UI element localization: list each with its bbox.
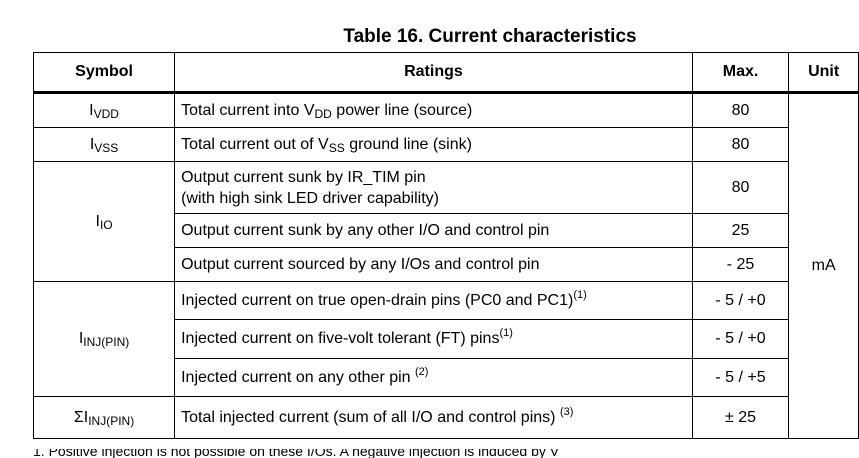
- symbol-cell: ΣIINJ(PIN): [32, 396, 176, 439]
- table-row: ΣIINJ(PIN) Total injected current (sum o…: [32, 396, 859, 439]
- max-cell: 25: [691, 213, 790, 248]
- rating-cell: Injected current on true open-drain pins…: [174, 281, 693, 320]
- rating-cell: Output current sourced by any I/Os and c…: [174, 247, 693, 282]
- table-row: IIO Output current sunk by IR_TIM pin (w…: [32, 161, 859, 282]
- symbol-cell: IVSS: [32, 127, 176, 162]
- unit-cell: mA: [788, 92, 859, 439]
- table-header-row: Symbol Ratings Max. Unit: [32, 52, 859, 94]
- max-cell: 80: [691, 161, 790, 214]
- symbol-cell: IIO: [32, 161, 176, 282]
- header-max: Max.: [691, 52, 790, 94]
- header-unit: Unit: [788, 52, 859, 94]
- rating-cell: Output current sunk by any other I/O and…: [174, 213, 693, 248]
- rating-cell: Total current out of VSS ground line (si…: [174, 127, 693, 162]
- footnote-cutoff: 1. Positive injection is not possible on…: [33, 449, 859, 458]
- symbol-cell: IVDD: [32, 92, 176, 128]
- table-row: Injected current on any other pin (2) - …: [34, 358, 859, 397]
- table-row: Output current sunk by any other I/O and…: [34, 213, 859, 248]
- max-cell: 80: [691, 127, 790, 162]
- header-symbol: Symbol: [32, 52, 176, 94]
- table-row: IINJ(PIN) Injected current on true open-…: [32, 281, 859, 397]
- header-ratings: Ratings: [174, 52, 693, 94]
- rating-cell: Total injected current (sum of all I/O a…: [174, 396, 693, 439]
- rating-line: Output current sunk by IR_TIM pin: [181, 168, 426, 186]
- table-row: IVDD Total current into VDD power line (…: [32, 92, 859, 439]
- max-cell: - 25: [691, 247, 790, 282]
- table-row: Injected current on five-volt tolerant (…: [34, 319, 859, 359]
- rating-cell: Injected current on any other pin (2): [174, 358, 693, 397]
- max-cell: - 5 / +0: [691, 281, 790, 320]
- max-cell: 80: [691, 92, 790, 128]
- max-cell: - 5 / +0: [691, 319, 790, 359]
- rating-line: (with high sink LED driver capability): [181, 189, 439, 207]
- current-characteristics-table: Symbol Ratings Max. Unit IVDD Total curr…: [32, 52, 859, 439]
- rating-cell: Output current sunk by IR_TIM pin (with …: [174, 161, 693, 214]
- max-cell: ± 25: [691, 396, 790, 439]
- rating-cell: Injected current on five-volt tolerant (…: [174, 319, 693, 359]
- rating-cell: Total current into VDD power line (sourc…: [174, 92, 693, 128]
- table-row: IVSS Total current out of VSS ground lin…: [32, 127, 859, 162]
- footnote-text: 1. Positive injection is not possible on…: [33, 449, 560, 458]
- max-cell: - 5 / +5: [691, 358, 790, 397]
- symbol-cell: IINJ(PIN): [32, 281, 176, 397]
- table-caption: Table 16. Current characteristics: [343, 26, 637, 47]
